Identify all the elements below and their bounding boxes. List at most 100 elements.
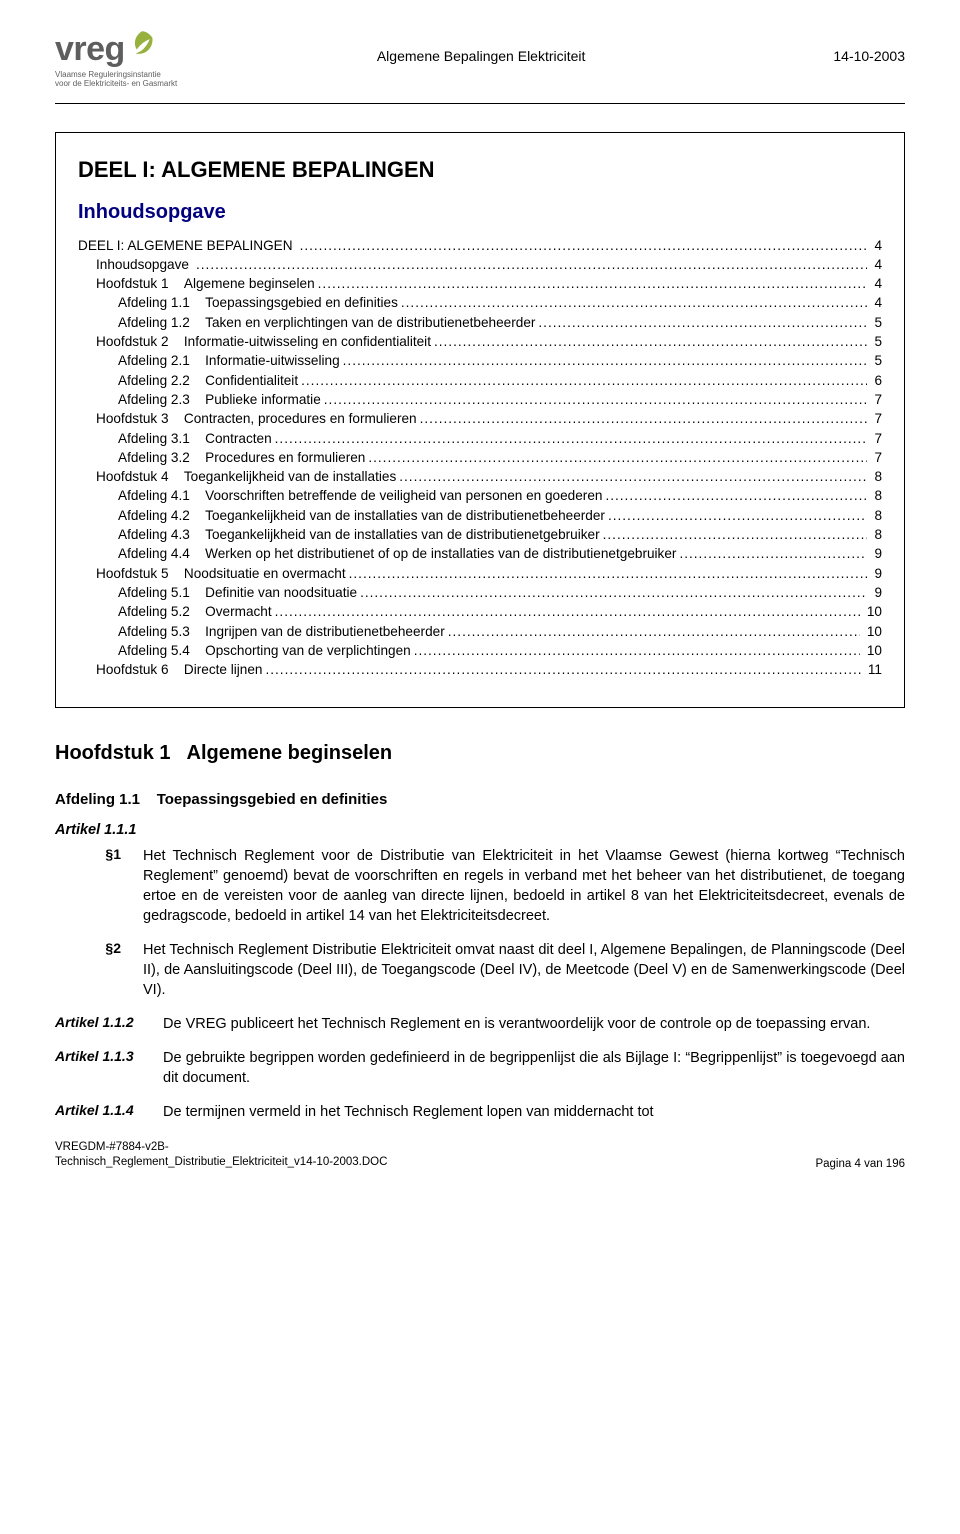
toc-page: 8 [870, 506, 882, 525]
logo-subtitle: Vlaamse Reguleringsinstantie voor de Ele… [55, 71, 177, 89]
toc-page: 7 [870, 390, 882, 409]
toc-leader-dots [605, 486, 867, 505]
toc-label: Afdeling 1.1 [78, 293, 194, 312]
artikel-1-1-3-body: De gebruikte begrippen worden gedefiniee… [163, 1048, 905, 1088]
footer-left: VREGDM-#7884-v2B- Technisch_Reglement_Di… [55, 1140, 387, 1170]
toc-leader-dots [679, 544, 867, 563]
para-1: §1 Het Technisch Reglement voor de Distr… [55, 846, 905, 926]
toc-page: 9 [870, 544, 882, 563]
artikel-1-1-2-row: Artikel 1.1.2 De VREG publiceert het Tec… [55, 1014, 905, 1034]
toc-leader-dots [603, 525, 868, 544]
toc-leader-dots [360, 583, 867, 602]
artikel-1-1-3-label: Artikel 1.1.3 [55, 1048, 163, 1064]
leaf-icon [129, 30, 155, 56]
para-2-tag: §2 [55, 940, 143, 956]
toc-page: 11 [864, 660, 882, 679]
toc-page: 10 [863, 602, 882, 621]
toc-leader-dots [399, 467, 867, 486]
toc-desc: Werken op het distributienet of op de in… [205, 544, 676, 563]
toc-desc: Definitie van noodsituatie [205, 583, 357, 602]
toc-label: Afdeling 2.2 [78, 371, 194, 390]
toc-leader-dots [420, 409, 868, 428]
toc-row: Hoofdstuk 3 Contracten, procedures en fo… [78, 409, 882, 428]
toc-leader-dots [275, 602, 860, 621]
toc-leader-dots [414, 641, 860, 660]
toc-leader-dots [318, 274, 868, 293]
para-2-body: Het Technisch Reglement Distributie Elek… [143, 940, 905, 1000]
toc-desc: Informatie-uitwisseling en confidentiali… [184, 332, 431, 351]
toc-row: Hoofdstuk 6 Directe lijnen 11 [78, 660, 882, 679]
toc-row: Afdeling 5.3 Ingrijpen van de distributi… [78, 622, 882, 641]
toc-label: Afdeling 2.3 [78, 390, 194, 409]
toc-label: DEEL I: ALGEMENE BEPALINGEN [78, 236, 297, 255]
logo-block: vreg Vlaamse Reguleringsinstantie voor d… [55, 30, 177, 89]
toc-leader-dots [196, 255, 867, 274]
toc-leader-dots [448, 622, 860, 641]
toc-page: 4 [870, 274, 882, 293]
toc-page: 10 [863, 641, 882, 660]
artikel-1-1-2-label: Artikel 1.1.2 [55, 1014, 163, 1030]
toc-desc: Overmacht [205, 602, 271, 621]
toc-leader-dots [324, 390, 868, 409]
toc-label: Inhoudsopgave [78, 255, 193, 274]
toc-row: Afdeling 4.2 Toegankelijkheid van de ins… [78, 506, 882, 525]
toc-row: Inhoudsopgave 4 [78, 255, 882, 274]
toc-label: Afdeling 4.4 [78, 544, 194, 563]
footer-right: Pagina 4 van 196 [815, 1158, 905, 1170]
toc-leader-dots [265, 660, 860, 679]
toc-label: Afdeling 4.3 [78, 525, 194, 544]
footer-left-line2: Technisch_Reglement_Distributie_Elektric… [55, 1155, 387, 1170]
toc-row: Afdeling 4.3 Toegankelijkheid van de ins… [78, 525, 882, 544]
toc-row: Afdeling 2.3 Publieke informatie 7 [78, 390, 882, 409]
toc-desc: Opschorting van de verplichtingen [205, 641, 411, 660]
toc-label: Afdeling 3.1 [78, 429, 194, 448]
toc-label: Hoofdstuk 1 [78, 274, 173, 293]
toc-row: Afdeling 2.2 Confidentialiteit6 [78, 371, 882, 390]
toc-leader-dots [368, 448, 867, 467]
toc-label: Afdeling 4.1 [78, 486, 194, 505]
toc-leader-dots [300, 236, 868, 255]
toc-page: 5 [870, 351, 882, 370]
toc-leader-dots [434, 332, 867, 351]
artikel-1-1-2-body: De VREG publiceert het Technisch Regleme… [163, 1014, 905, 1034]
inhoud-heading: Inhoudsopgave [78, 201, 882, 224]
toc-desc: Noodsituatie en overmacht [184, 564, 346, 583]
chapter1-num: Hoofdstuk 1 [55, 742, 171, 764]
toc-page: 10 [863, 622, 882, 641]
toc-label: Hoofdstuk 6 [78, 660, 173, 679]
toc-row: Afdeling 2.1 Informatie-uitwisseling5 [78, 351, 882, 370]
artikel-1-1-4-row: Artikel 1.1.4 De termijnen vermeld in he… [55, 1102, 905, 1122]
toc-desc: Confidentialiteit [205, 371, 298, 390]
toc-page: 4 [870, 236, 882, 255]
artikel-1-1-4-body: De termijnen vermeld in het Technisch Re… [163, 1102, 905, 1122]
para-2: §2 Het Technisch Reglement Distributie E… [55, 940, 905, 1000]
toc-row: Afdeling 5.2 Overmacht 10 [78, 602, 882, 621]
toc-desc: Toegankelijkheid van de installaties van… [205, 525, 599, 544]
toc-page: 4 [870, 255, 882, 274]
toc-page: 4 [870, 293, 882, 312]
toc-page: 8 [870, 467, 882, 486]
toc-desc: Taken en verplichtingen van de distribut… [205, 313, 535, 332]
toc-leader-dots [349, 564, 868, 583]
toc-desc: Contracten [205, 429, 272, 448]
toc-leader-dots [343, 351, 868, 370]
toc-page: 7 [870, 429, 882, 448]
toc-desc: Directe lijnen [184, 660, 263, 679]
toc-row: Afdeling 1.2 Taken en verplichtingen van… [78, 313, 882, 332]
toc-row: Hoofdstuk 2 Informatie-uitwisseling en c… [78, 332, 882, 351]
toc-row: Afdeling 5.4 Opschorting van de verplich… [78, 641, 882, 660]
toc-desc: Contracten, procedures en formulieren [184, 409, 417, 428]
toc-desc: Publieke informatie [205, 390, 321, 409]
afdeling-heading: Afdeling 1.1 Toepassingsgebied en defini… [55, 791, 905, 808]
toc-leader-dots [275, 429, 868, 448]
toc-page: 9 [870, 564, 882, 583]
toc-row: Afdeling 3.2 Procedures en formulieren7 [78, 448, 882, 467]
toc-label: Afdeling 2.1 [78, 351, 194, 370]
toc-desc: Ingrijpen van de distributienetbeheerder [205, 622, 445, 641]
toc-page: 8 [870, 486, 882, 505]
logo-word: vreg [55, 30, 177, 69]
doc-header-title: Algemene Bepalingen Elektriciteit [177, 48, 785, 64]
toc-label: Afdeling 5.2 [78, 602, 194, 621]
toc-label: Afdeling 5.3 [78, 622, 194, 641]
toc-page: 9 [870, 583, 882, 602]
